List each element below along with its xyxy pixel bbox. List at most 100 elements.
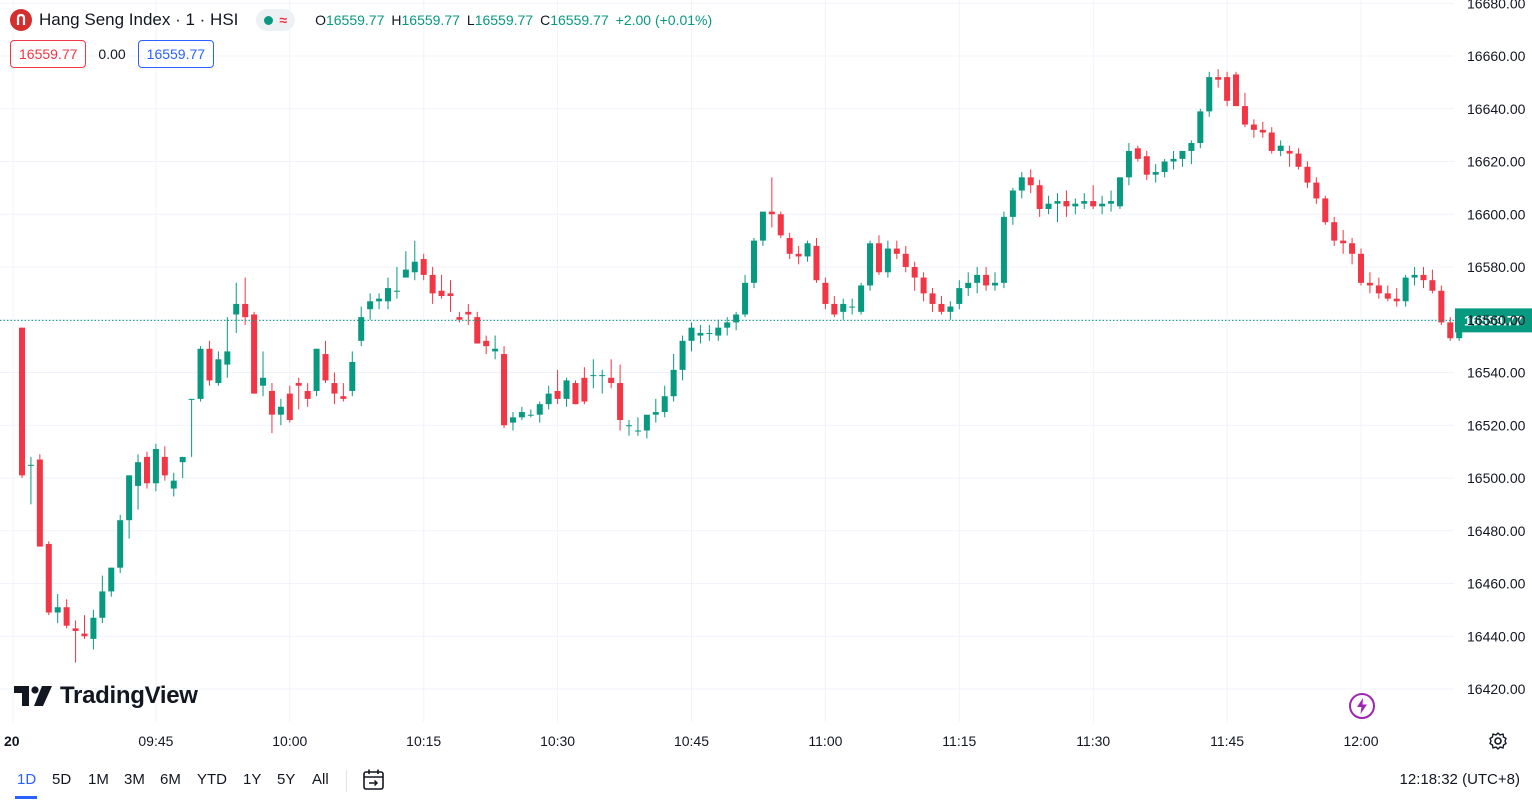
market-status-pill[interactable]: ≈: [256, 9, 296, 31]
candle-body: [1295, 153, 1302, 167]
candle: [1349, 237, 1356, 265]
candle: [822, 277, 829, 310]
candle-body: [376, 298, 383, 302]
timeframe-1d-button[interactable]: 1D: [17, 771, 37, 788]
candle-body: [643, 414, 650, 431]
buy-price-button[interactable]: 16559.77: [137, 40, 215, 68]
candle-body: [742, 282, 749, 315]
x-tick-label: 11:30: [1076, 733, 1110, 749]
candle-body: [1411, 274, 1418, 278]
candle-body: [590, 375, 597, 377]
candle: [1268, 127, 1275, 154]
candle: [795, 245, 802, 265]
candle: [992, 272, 999, 291]
candle-body: [331, 383, 338, 394]
brand-name: TradingView: [60, 682, 198, 709]
candle-body: [188, 398, 195, 400]
candle-body: [1340, 240, 1347, 244]
candle: [81, 615, 88, 639]
candle-body: [670, 369, 677, 397]
candle: [411, 240, 418, 281]
candle-body: [54, 607, 61, 613]
candle: [45, 541, 52, 616]
candle: [884, 240, 891, 278]
candle: [733, 311, 740, 331]
candle: [19, 327, 25, 478]
candle-body: [697, 332, 704, 336]
candle: [1331, 216, 1338, 246]
candle: [1411, 267, 1418, 286]
candle: [1277, 140, 1284, 157]
candle: [286, 385, 293, 423]
candle-body: [1170, 158, 1177, 162]
candle-body: [1143, 156, 1150, 175]
candle-body: [733, 314, 740, 323]
candle: [902, 245, 909, 273]
candle-body: [875, 243, 882, 273]
symbol-header[interactable]: Hang Seng Index · 1 · HSI ≈ O16559.77 H1…: [10, 7, 712, 33]
candle-body: [492, 348, 499, 352]
candle-body: [197, 348, 204, 399]
sell-price-button[interactable]: 16559.77: [10, 40, 87, 68]
candle-body: [358, 317, 365, 341]
timeframe-1y-button[interactable]: 1Y: [243, 771, 262, 788]
candle-body: [688, 327, 695, 341]
candle: [1215, 69, 1222, 88]
timeframe-5y-button[interactable]: 5Y: [277, 771, 296, 788]
candle: [965, 272, 972, 297]
timeframe-5d-button[interactable]: 5D: [52, 771, 72, 788]
candle-body: [117, 520, 124, 568]
candle: [509, 412, 516, 431]
candle-body: [822, 282, 829, 304]
lightning-icon[interactable]: [1348, 692, 1376, 720]
calendar-goto-icon[interactable]: [362, 768, 386, 792]
candle: [1188, 140, 1195, 165]
candle-body: [831, 303, 838, 315]
candle: [724, 317, 731, 336]
candle-body: [81, 633, 88, 637]
candle-body: [1366, 282, 1373, 286]
candle: [1134, 145, 1141, 162]
candle: [974, 267, 981, 294]
bottom-toolbar: 1D 5D 1M 3M 6M YTD 1Y 5Y All 12:18:32 (U…: [0, 762, 1532, 800]
candle: [875, 235, 882, 275]
timeframe-all-button[interactable]: All: [312, 771, 329, 788]
tradingview-logo-icon: [14, 686, 52, 706]
tradingview-logo[interactable]: TradingView: [14, 682, 198, 710]
candle-body: [465, 311, 472, 315]
candle: [777, 211, 784, 238]
candle-body: [965, 282, 972, 289]
timeframe-3m-button[interactable]: 3M: [124, 771, 145, 788]
candle: [1366, 272, 1373, 294]
candle-body: [1375, 285, 1382, 294]
candle-body: [1206, 77, 1213, 112]
candle: [420, 253, 427, 281]
high-value: 16559.77: [401, 12, 460, 28]
candle: [1313, 177, 1320, 204]
candle: [590, 359, 597, 389]
timeframe-ytd-button[interactable]: YTD: [197, 771, 227, 788]
candle-body: [1215, 77, 1222, 80]
timeframe-1m-button[interactable]: 1M: [88, 771, 109, 788]
symbol-title[interactable]: Hang Seng Index · 1 · HSI: [39, 10, 239, 29]
candle: [1125, 143, 1132, 186]
gear-icon[interactable]: [1487, 730, 1509, 752]
candle: [54, 594, 61, 624]
candle-body: [750, 240, 757, 283]
candle: [617, 364, 624, 431]
candle-body: [393, 290, 400, 292]
candle-body: [322, 354, 329, 381]
candle: [1143, 150, 1150, 180]
candle-body: [170, 480, 177, 489]
candle-body: [1072, 203, 1079, 207]
clock-timezone[interactable]: 12:18:32 (UTC+8): [1399, 771, 1520, 788]
candle-body: [536, 404, 543, 415]
candle-body: [911, 267, 918, 278]
candle: [599, 369, 606, 394]
timeframe-6m-button[interactable]: 6M: [160, 771, 181, 788]
candle-body: [1125, 150, 1132, 178]
candle: [786, 232, 793, 260]
candle: [1447, 317, 1454, 341]
candle-body: [1322, 198, 1329, 223]
